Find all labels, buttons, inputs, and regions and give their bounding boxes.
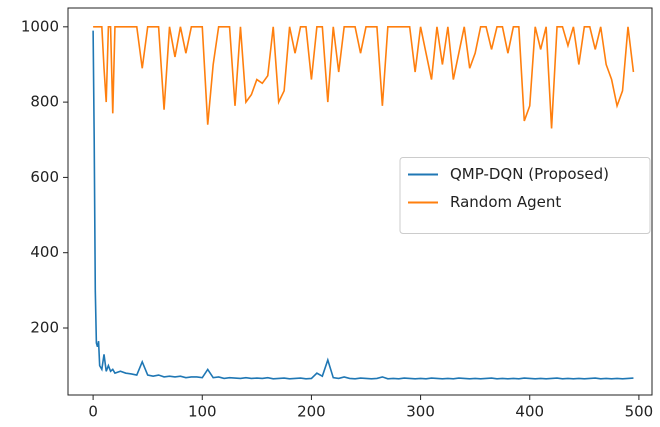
- legend: QMP-DQN (Proposed) Random Agent: [399, 157, 651, 234]
- legend-label: QMP-DQN (Proposed): [450, 165, 609, 183]
- x-tick-label: 500: [625, 403, 654, 421]
- x-tick-label: 300: [406, 403, 435, 421]
- x-tick-label: 100: [188, 403, 217, 421]
- x-tick-label: 0: [88, 403, 98, 421]
- legend-box: [399, 157, 651, 234]
- y-tick-label: 800: [30, 93, 59, 111]
- plot-frame: [67, 7, 653, 396]
- y-tick-label: 1000: [21, 17, 59, 35]
- x-tick-label: 200: [297, 403, 326, 421]
- y-tick-label: 400: [30, 243, 59, 261]
- data-line: [92, 30, 634, 380]
- y-tick-label: 600: [30, 168, 59, 186]
- x-tick-label: 400: [515, 403, 544, 421]
- data-line: [93, 26, 635, 129]
- y-tick-label: 200: [30, 318, 59, 336]
- legend-label: Random Agent: [450, 193, 561, 211]
